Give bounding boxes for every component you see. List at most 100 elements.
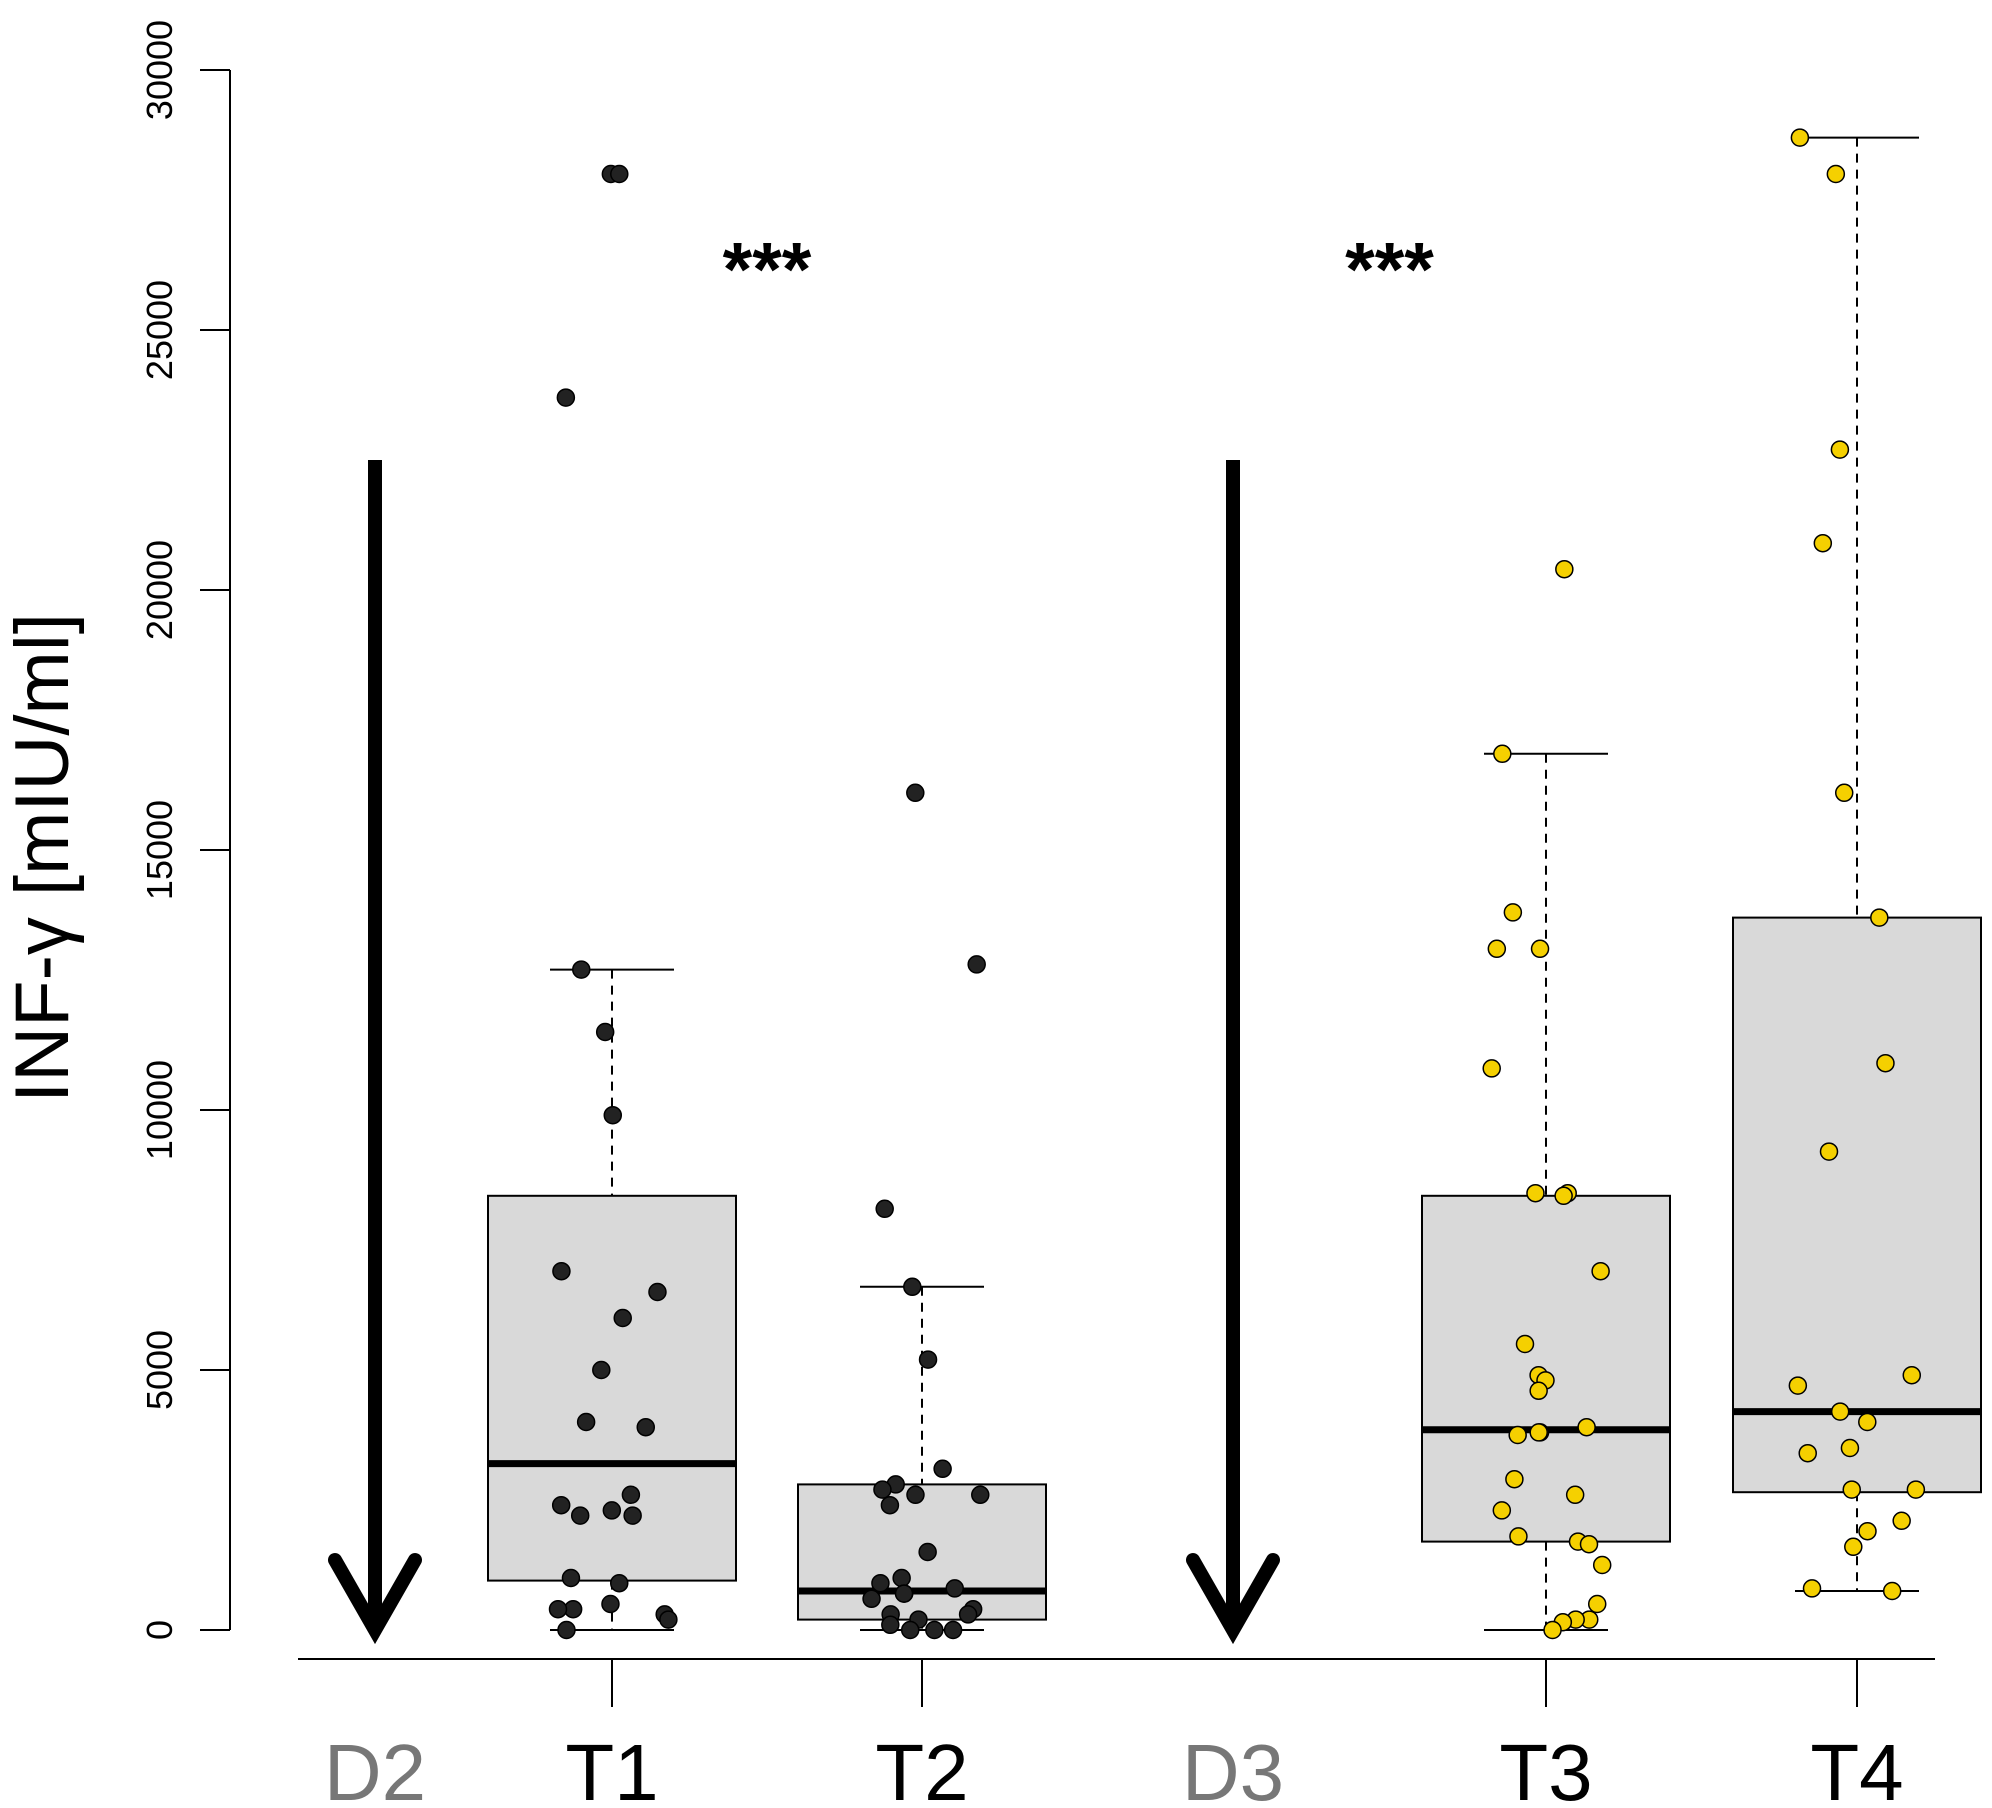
- data-point-t1: [552, 1261, 571, 1281]
- data-point-t1: [621, 1485, 641, 1505]
- data-point-t4: [1788, 1376, 1808, 1395]
- data-point-t3: [1530, 939, 1550, 959]
- significance-label-d3-t3: ***: [1345, 228, 1434, 313]
- dose-arrows: [328, 460, 1280, 1645]
- data-point-t1: [636, 1417, 656, 1437]
- data-point-t4: [1790, 128, 1810, 147]
- data-point-t4: [1870, 908, 1889, 927]
- data-point-t1: [576, 1412, 596, 1432]
- data-point-t3: [1505, 1469, 1524, 1489]
- y-tick-label: 25000: [139, 280, 180, 380]
- data-point-t2: [906, 783, 925, 803]
- data-point-t2: [873, 1480, 892, 1499]
- data-point-t1: [572, 960, 591, 979]
- x-tick-label-t3: T3: [1499, 1728, 1592, 1808]
- data-point-t3: [1577, 1417, 1596, 1437]
- data-point-t3: [1482, 1059, 1501, 1078]
- data-point-t2: [894, 1584, 914, 1603]
- significance-label-t1-t2: ***: [723, 228, 812, 313]
- y-tick-label: 0: [139, 1620, 180, 1640]
- data-point-t3: [1529, 1423, 1548, 1442]
- x-tick-label-t4: T4: [1810, 1728, 1903, 1808]
- data-point-t2: [880, 1495, 900, 1515]
- data-point-t4: [1826, 164, 1846, 184]
- data-point-t2: [900, 1620, 920, 1640]
- data-point-t3: [1555, 559, 1574, 579]
- dose-arrow-head-d3: [1186, 1553, 1280, 1645]
- data-point-t3: [1526, 1183, 1545, 1203]
- data-point-t3: [1587, 1594, 1607, 1614]
- data-point-t3: [1487, 939, 1507, 959]
- x-tick-label-t1: T1: [565, 1728, 658, 1808]
- data-point-t1: [601, 1594, 620, 1614]
- data-point-t3: [1508, 1425, 1527, 1445]
- data-point-t4: [1819, 1142, 1839, 1161]
- data-point-t2: [903, 1277, 922, 1297]
- y-tick-label: 15000: [139, 800, 180, 900]
- data-point-t3: [1565, 1485, 1585, 1505]
- data-point-t2: [943, 1620, 963, 1640]
- x-tick-label-d2: D2: [324, 1728, 426, 1808]
- data-point-t2: [906, 1485, 925, 1505]
- data-point-t1: [623, 1506, 642, 1525]
- data-point-t4: [1858, 1412, 1877, 1432]
- x-tick-label-d3: D3: [1182, 1728, 1284, 1808]
- data-point-t1: [557, 1620, 576, 1640]
- data-point-t2: [945, 1579, 964, 1598]
- data-point-t3: [1515, 1334, 1535, 1354]
- x-tick-label-t2: T2: [875, 1728, 968, 1808]
- data-point-t1: [561, 1568, 581, 1588]
- box-t4: [1732, 916, 1982, 1494]
- box-series: [487, 136, 1982, 1631]
- data-point-t4: [1830, 1402, 1850, 1421]
- y-axis-title: INF-γ [mIU/ml]: [0, 613, 85, 1103]
- box-t3: [1421, 1194, 1671, 1543]
- data-point-t4: [1876, 1053, 1895, 1073]
- data-point-t4: [1902, 1365, 1922, 1385]
- data-point-t1: [548, 1599, 568, 1619]
- y-axis: 0 5000 10000 15000 20000 25000 30000: [139, 20, 231, 1640]
- data-point-t2: [918, 1350, 938, 1369]
- data-point-t4: [1798, 1443, 1817, 1463]
- data-point-t4: [1813, 533, 1833, 553]
- data-point-t3: [1591, 1261, 1610, 1281]
- data-point-t4: [1802, 1579, 1822, 1598]
- data-point-t4: [1840, 1438, 1860, 1458]
- data-point-t3: [1503, 903, 1523, 922]
- data-point-t3: [1493, 744, 1512, 764]
- data-point-t4: [1834, 783, 1854, 803]
- data-point-t3: [1492, 1501, 1512, 1520]
- data-point-t3: [1579, 1534, 1599, 1554]
- data-point-t2: [892, 1568, 911, 1588]
- data-point-t2: [967, 955, 986, 974]
- data-points: [548, 128, 1926, 1640]
- data-point-t1: [610, 164, 629, 184]
- data-point-t2: [933, 1459, 952, 1479]
- data-point-t3: [1509, 1527, 1528, 1546]
- data-point-t3: [1554, 1186, 1573, 1206]
- data-point-t1: [609, 1573, 629, 1593]
- data-point-t2: [925, 1620, 944, 1640]
- data-point-t2: [875, 1199, 894, 1219]
- x-axis: D2 T1 T2 D3 T3 T4: [298, 1658, 1935, 1808]
- significance-markers: *** ***: [723, 228, 1435, 313]
- data-point-t2: [958, 1605, 978, 1624]
- data-point-t4: [1882, 1581, 1902, 1601]
- dose-arrow-head-d2: [328, 1553, 422, 1645]
- box-t1: [487, 1194, 737, 1582]
- data-point-t1: [613, 1308, 632, 1328]
- data-point-t1: [570, 1506, 590, 1525]
- data-point-t2: [971, 1485, 990, 1505]
- data-point-t4: [1844, 1537, 1863, 1557]
- data-point-t2: [918, 1542, 937, 1562]
- data-point-t4: [1858, 1521, 1877, 1541]
- data-point-t1: [592, 1360, 611, 1380]
- y-tick-label: 5000: [139, 1330, 180, 1410]
- y-tick-label: 10000: [139, 1060, 180, 1160]
- data-point-t2: [881, 1615, 900, 1635]
- data-point-t1: [595, 1022, 615, 1042]
- data-point-t1: [659, 1610, 678, 1629]
- data-point-t1: [551, 1495, 571, 1515]
- y-tick-label: 30000: [139, 20, 180, 120]
